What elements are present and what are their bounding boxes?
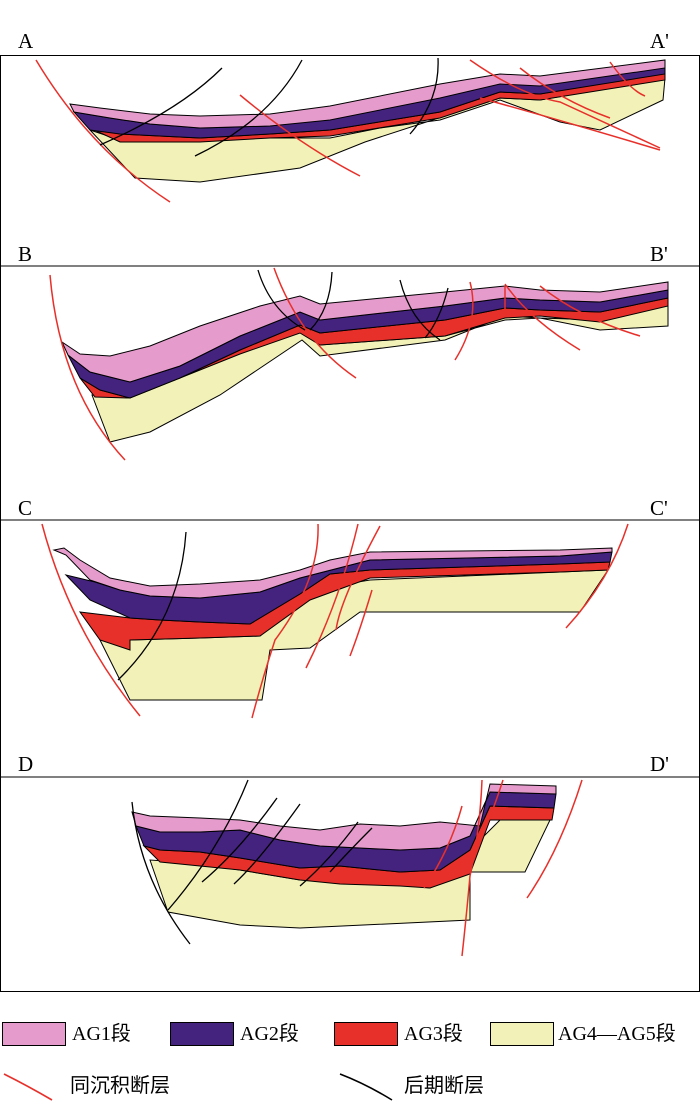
syn-fault-d-3	[479, 779, 504, 841]
syn-fault-d-1	[423, 805, 463, 889]
section-d-left-label: D	[18, 752, 34, 776]
legend-ag1-swatch	[2, 1022, 66, 1046]
section-b-ag1	[60, 281, 669, 383]
syn-fault-b-5	[539, 285, 641, 337]
section-a	[35, 57, 666, 203]
section-d	[131, 779, 583, 957]
legend-late-fault-label: 后期断层	[404, 1075, 484, 1097]
late-fault-b-1	[257, 269, 306, 331]
late-fault-a-1	[99, 67, 223, 146]
legend-syn-fault-icon	[3, 1073, 53, 1101]
legend-ag2-label: AG2段	[240, 1023, 299, 1045]
syn-fault-a-1	[35, 59, 171, 203]
syn-fault-c-1	[41, 523, 141, 717]
syn-fault-a-3	[469, 59, 661, 149]
section-c-right-label: C'	[650, 496, 668, 520]
legend-ag45-swatch	[490, 1022, 554, 1046]
syn-fault-b-4	[504, 283, 581, 351]
late-fault-d-6	[329, 827, 373, 873]
legend-ag2-swatch	[170, 1022, 234, 1046]
syn-fault-c-4	[335, 525, 381, 631]
late-fault-a-3	[409, 57, 439, 135]
late-fault-d-3	[201, 797, 278, 883]
legend-late-fault-icon	[339, 1073, 393, 1101]
section-a-ag1	[69, 59, 666, 129]
legend-ag3-swatch	[334, 1022, 398, 1046]
legend-syn-fault-label: 同沉积断层	[70, 1075, 170, 1097]
syn-fault-b-2	[273, 267, 357, 379]
section-b	[49, 267, 669, 461]
syn-fault-c-5	[349, 589, 373, 657]
legend-ag1-label: AG1段	[72, 1023, 131, 1045]
legend-ag3-label: AG3段	[404, 1023, 463, 1045]
section-b-left-label: B	[18, 242, 33, 266]
late-fault-b-4	[424, 287, 449, 339]
syn-fault-c-2	[251, 523, 319, 719]
syn-fault-c-3	[305, 523, 359, 669]
late-fault-d-5	[299, 821, 359, 887]
section-d-right-label: D'	[650, 752, 669, 776]
section-c	[41, 523, 629, 719]
section-d-ag1	[131, 783, 557, 851]
section-a-right-label: A'	[650, 29, 669, 53]
syn-fault-d-4	[526, 779, 583, 899]
syn-fault-b-1	[49, 274, 126, 461]
syn-fault-c-6	[565, 523, 629, 629]
late-fault-c-1	[117, 531, 187, 681]
late-fault-d-2	[167, 779, 249, 911]
late-fault-d-4	[233, 803, 301, 885]
syn-fault-a-6	[479, 97, 661, 151]
legend-ag45-label: AG4—AG5段	[558, 1023, 676, 1045]
syn-fault-d-2	[461, 779, 483, 957]
section-c-ag1	[52, 547, 613, 599]
syn-fault-a-2	[239, 94, 361, 177]
syn-fault-c-7	[279, 591, 321, 617]
syn-fault-b-3	[454, 281, 474, 361]
late-fault-b-3	[399, 279, 441, 341]
section-a-left-label: A	[18, 29, 34, 53]
late-fault-d-1	[131, 801, 191, 945]
section-c-left-label: C	[18, 496, 33, 520]
late-fault-a-2	[194, 59, 303, 157]
syn-fault-a-4	[519, 67, 611, 119]
late-fault-b-2	[309, 271, 333, 331]
syn-fault-a-5	[609, 61, 646, 97]
section-b-right-label: B'	[650, 242, 668, 266]
